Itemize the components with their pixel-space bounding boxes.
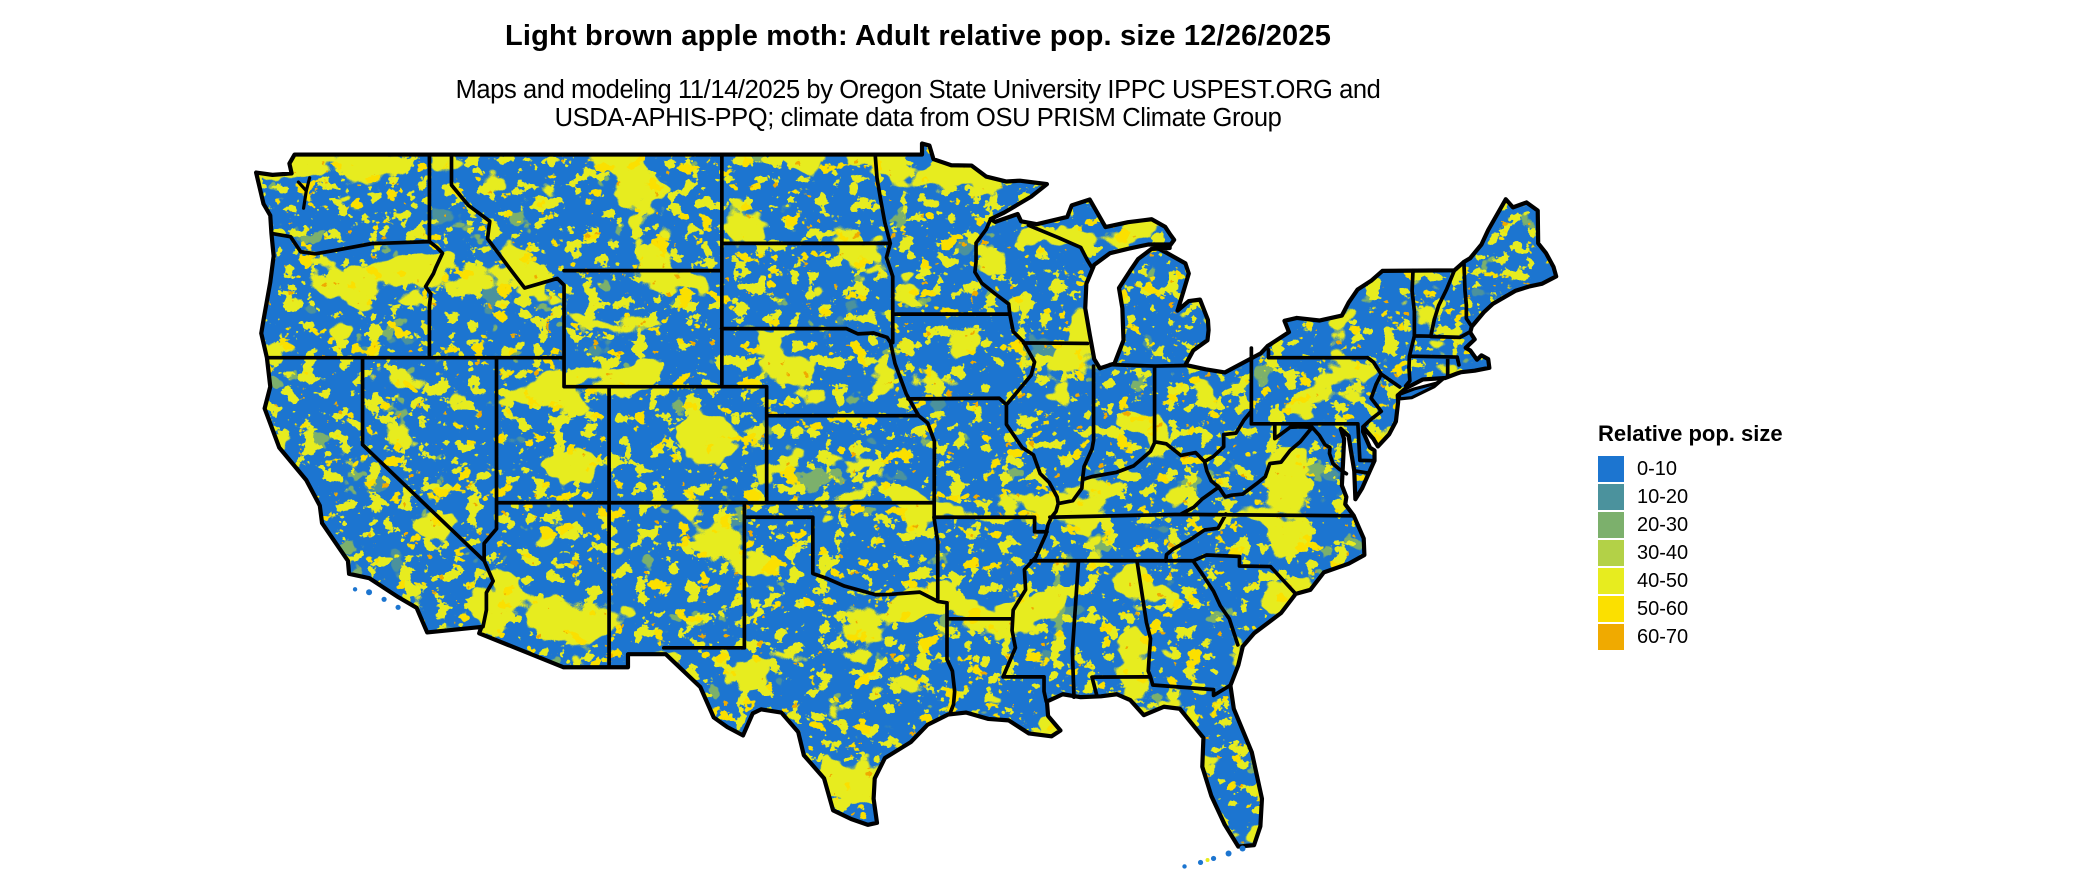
puget-sound-inlets	[298, 178, 309, 208]
legend-swatch	[1598, 568, 1624, 594]
legend-item-label: 60-70	[1637, 626, 1689, 648]
legend-item: 20-30	[1598, 512, 1783, 538]
figure-header: Light brown apple moth: Adult relative p…	[0, 20, 1836, 132]
long-island	[1399, 378, 1444, 399]
legend-swatch	[1598, 624, 1624, 650]
state-borders	[267, 155, 1472, 714]
legend-items: 0-10 10-20 20-30 30-40 40-50 50-60 60-70	[1598, 456, 1783, 650]
legend-item: 30-40	[1598, 540, 1783, 566]
legend-item-label: 10-20	[1637, 486, 1689, 508]
map-subtitle-line1: Maps and modeling 11/14/2025 by Oregon S…	[455, 76, 1381, 104]
legend-swatch	[1598, 540, 1624, 566]
channel-islands	[352, 587, 401, 610]
legend-title: Relative pop. size	[1598, 421, 1783, 446]
legend: Relative pop. size 0-10 10-20 20-30 30-40 40…	[1598, 421, 1783, 652]
map-title: Light brown apple moth: Adult relative p…	[504, 20, 1332, 52]
florida-keys-islands	[1182, 845, 1246, 869]
legend-swatch	[1598, 512, 1624, 538]
map-subtitle-line2: USDA-APHIS-PPQ; climate data from OSU PR…	[554, 104, 1282, 132]
legend-item-label: 50-60	[1637, 598, 1689, 620]
legend-item-label: 0-10	[1637, 458, 1678, 480]
map-container	[250, 140, 1567, 880]
legend-swatch	[1598, 596, 1624, 622]
legend-swatch	[1598, 484, 1624, 510]
population-raster-texture	[256, 143, 1557, 847]
legend-item: 0-10	[1598, 456, 1783, 482]
us-map	[250, 140, 1567, 880]
legend-item: 50-60	[1598, 596, 1783, 622]
legend-item: 40-50	[1598, 568, 1783, 594]
legend-item-label: 30-40	[1637, 542, 1689, 564]
legend-item-label: 40-50	[1637, 570, 1689, 592]
legend-swatch	[1598, 456, 1624, 482]
legend-item: 60-70	[1598, 624, 1783, 650]
legend-item: 10-20	[1598, 484, 1783, 510]
legend-item-label: 20-30	[1637, 514, 1689, 536]
